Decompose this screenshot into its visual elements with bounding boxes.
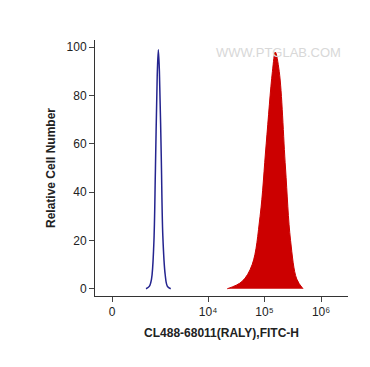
svg-text:10⁶: 10⁶ — [312, 305, 330, 319]
svg-text:WWW.PTGLAB.COM: WWW.PTGLAB.COM — [216, 45, 341, 60]
svg-text:60: 60 — [73, 137, 87, 151]
svg-text:10⁵: 10⁵ — [255, 305, 273, 319]
svg-text:100: 100 — [67, 40, 87, 54]
svg-text:40: 40 — [73, 185, 87, 199]
svg-text:0: 0 — [109, 305, 116, 319]
svg-text:Relative Cell Number: Relative Cell Number — [44, 108, 58, 228]
svg-text:10⁴: 10⁴ — [199, 305, 218, 319]
svg-text:0: 0 — [80, 282, 87, 296]
svg-text:20: 20 — [73, 234, 87, 248]
svg-text:80: 80 — [73, 89, 87, 103]
svg-text:CL488-68011(RALY),FITC-H: CL488-68011(RALY),FITC-H — [144, 326, 299, 340]
